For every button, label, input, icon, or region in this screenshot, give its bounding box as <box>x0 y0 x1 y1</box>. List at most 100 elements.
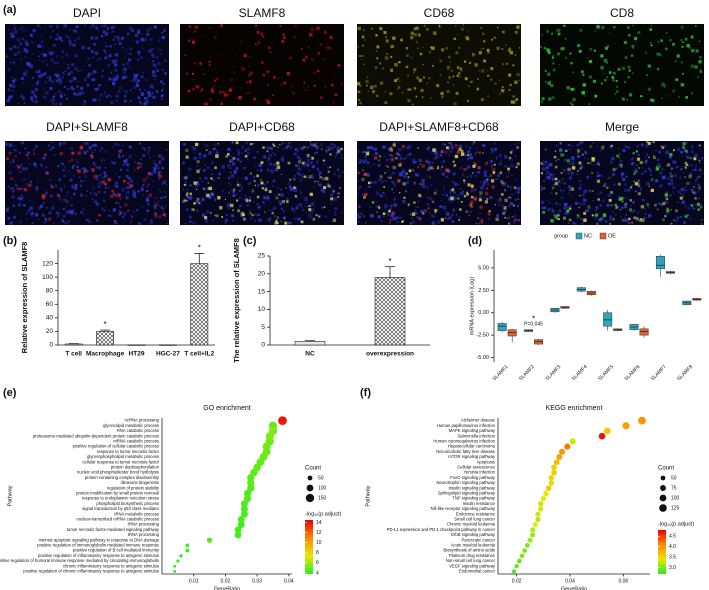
texture <box>669 194 672 197</box>
texture <box>46 206 48 209</box>
texture <box>185 148 189 153</box>
texture <box>49 35 52 39</box>
texture <box>308 169 310 171</box>
texture <box>684 37 688 41</box>
texture <box>100 35 104 38</box>
texture <box>364 39 366 41</box>
texture <box>114 142 117 146</box>
texture <box>510 196 512 198</box>
texture <box>236 158 238 160</box>
texture <box>431 46 435 50</box>
texture <box>49 183 53 187</box>
texture <box>66 205 68 207</box>
texture <box>92 56 94 59</box>
texture <box>515 179 518 182</box>
pathway-label: nuclear-transcribed mRNA catabolic proce… <box>76 517 159 522</box>
texture <box>125 158 128 161</box>
texture <box>626 99 628 101</box>
texture <box>28 183 32 188</box>
texture <box>103 209 106 212</box>
annotation: * <box>388 257 391 266</box>
texture <box>421 178 425 182</box>
y-axis-label: Pathway <box>365 485 371 506</box>
texture <box>439 59 443 63</box>
texture <box>578 180 581 182</box>
texture <box>600 217 604 221</box>
texture <box>29 173 31 175</box>
texture <box>57 165 60 168</box>
texture <box>445 175 448 179</box>
texture <box>691 145 694 147</box>
texture <box>157 200 160 203</box>
texture <box>71 184 75 188</box>
texture <box>488 210 491 213</box>
texture <box>518 47 521 49</box>
texture <box>105 44 109 48</box>
texture <box>49 51 53 55</box>
texture <box>376 57 379 60</box>
texture <box>559 29 561 32</box>
texture <box>260 181 264 185</box>
texture <box>309 141 311 143</box>
texture <box>63 85 66 88</box>
texture <box>589 47 593 51</box>
texture <box>121 36 125 40</box>
texture <box>35 213 39 217</box>
texture <box>559 203 561 206</box>
texture <box>364 155 367 158</box>
texture <box>359 84 362 87</box>
texture <box>684 161 688 165</box>
dot <box>530 527 536 533</box>
texture <box>86 84 90 87</box>
texture <box>100 75 104 78</box>
texture <box>425 185 429 190</box>
texture <box>430 178 432 180</box>
image-background <box>357 24 521 106</box>
texture <box>154 25 157 29</box>
texture <box>498 162 502 166</box>
texture <box>83 100 86 103</box>
texture <box>51 102 56 106</box>
texture <box>273 153 277 157</box>
texture <box>310 143 314 147</box>
texture <box>341 212 343 214</box>
texture <box>457 197 460 200</box>
error-bar <box>305 340 315 342</box>
texture <box>246 204 250 207</box>
texture <box>554 165 558 169</box>
texture <box>103 174 108 178</box>
texture <box>590 176 592 178</box>
texture <box>184 176 188 180</box>
texture <box>107 94 110 96</box>
texture <box>699 68 701 71</box>
texture <box>57 194 61 197</box>
dot <box>173 569 177 573</box>
texture <box>84 169 87 172</box>
texture <box>266 70 270 74</box>
texture <box>631 44 635 48</box>
texture <box>681 202 683 204</box>
texture <box>110 26 114 30</box>
texture <box>318 174 321 176</box>
texture <box>400 156 402 158</box>
texture <box>366 161 370 165</box>
texture <box>452 160 455 163</box>
texture <box>665 47 668 51</box>
texture <box>300 47 303 50</box>
texture <box>55 193 57 195</box>
texture <box>419 163 421 165</box>
dot <box>173 564 177 568</box>
texture <box>487 212 491 216</box>
texture <box>111 31 114 34</box>
texture <box>161 196 164 199</box>
texture <box>86 190 89 192</box>
texture <box>599 204 602 207</box>
texture <box>393 203 397 207</box>
texture <box>552 68 556 72</box>
texture <box>38 71 41 74</box>
texture <box>144 96 147 100</box>
annotation: P=0.045 <box>524 322 543 328</box>
texture <box>235 141 239 145</box>
texture <box>118 86 122 90</box>
texture <box>89 192 92 194</box>
